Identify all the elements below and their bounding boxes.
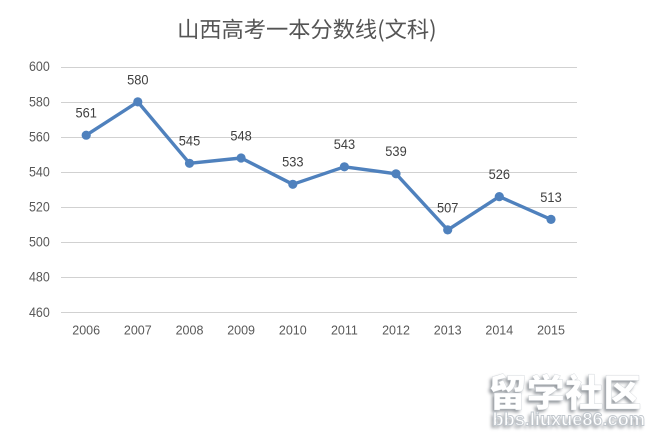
svg-text:480: 480 (29, 269, 50, 285)
svg-text:526: 526 (489, 166, 511, 182)
svg-text:545: 545 (179, 133, 201, 149)
svg-text:513: 513 (540, 189, 562, 205)
svg-text:2012: 2012 (382, 324, 410, 338)
svg-text:543: 543 (334, 136, 356, 152)
svg-text:bbs.liuxue86.com: bbs.liuxue86.com (490, 411, 643, 432)
svg-text:500: 500 (29, 234, 50, 250)
svg-text:2006: 2006 (72, 324, 100, 338)
svg-text:600: 600 (29, 58, 50, 74)
svg-text:2010: 2010 (279, 324, 307, 338)
svg-text:2011: 2011 (331, 324, 358, 338)
svg-text:2015: 2015 (537, 324, 565, 338)
svg-text:2013: 2013 (434, 324, 462, 338)
svg-text:2007: 2007 (124, 324, 152, 338)
svg-text:2008: 2008 (176, 324, 204, 338)
svg-text:580: 580 (127, 71, 149, 87)
svg-text:548: 548 (230, 127, 252, 143)
svg-text:bbs.liuxue86.com: bbs.liuxue86.com (493, 409, 646, 430)
svg-text:560: 560 (29, 128, 50, 144)
svg-text:561: 561 (76, 105, 98, 121)
svg-text:520: 520 (29, 199, 50, 215)
svg-text:580: 580 (29, 93, 50, 109)
svg-text:540: 540 (29, 163, 50, 179)
svg-text:539: 539 (385, 143, 407, 159)
svg-text:507: 507 (437, 199, 459, 215)
svg-text:533: 533 (282, 154, 304, 170)
svg-text:460: 460 (29, 304, 50, 320)
svg-text:2009: 2009 (227, 324, 255, 338)
svg-text:2014: 2014 (485, 324, 513, 338)
